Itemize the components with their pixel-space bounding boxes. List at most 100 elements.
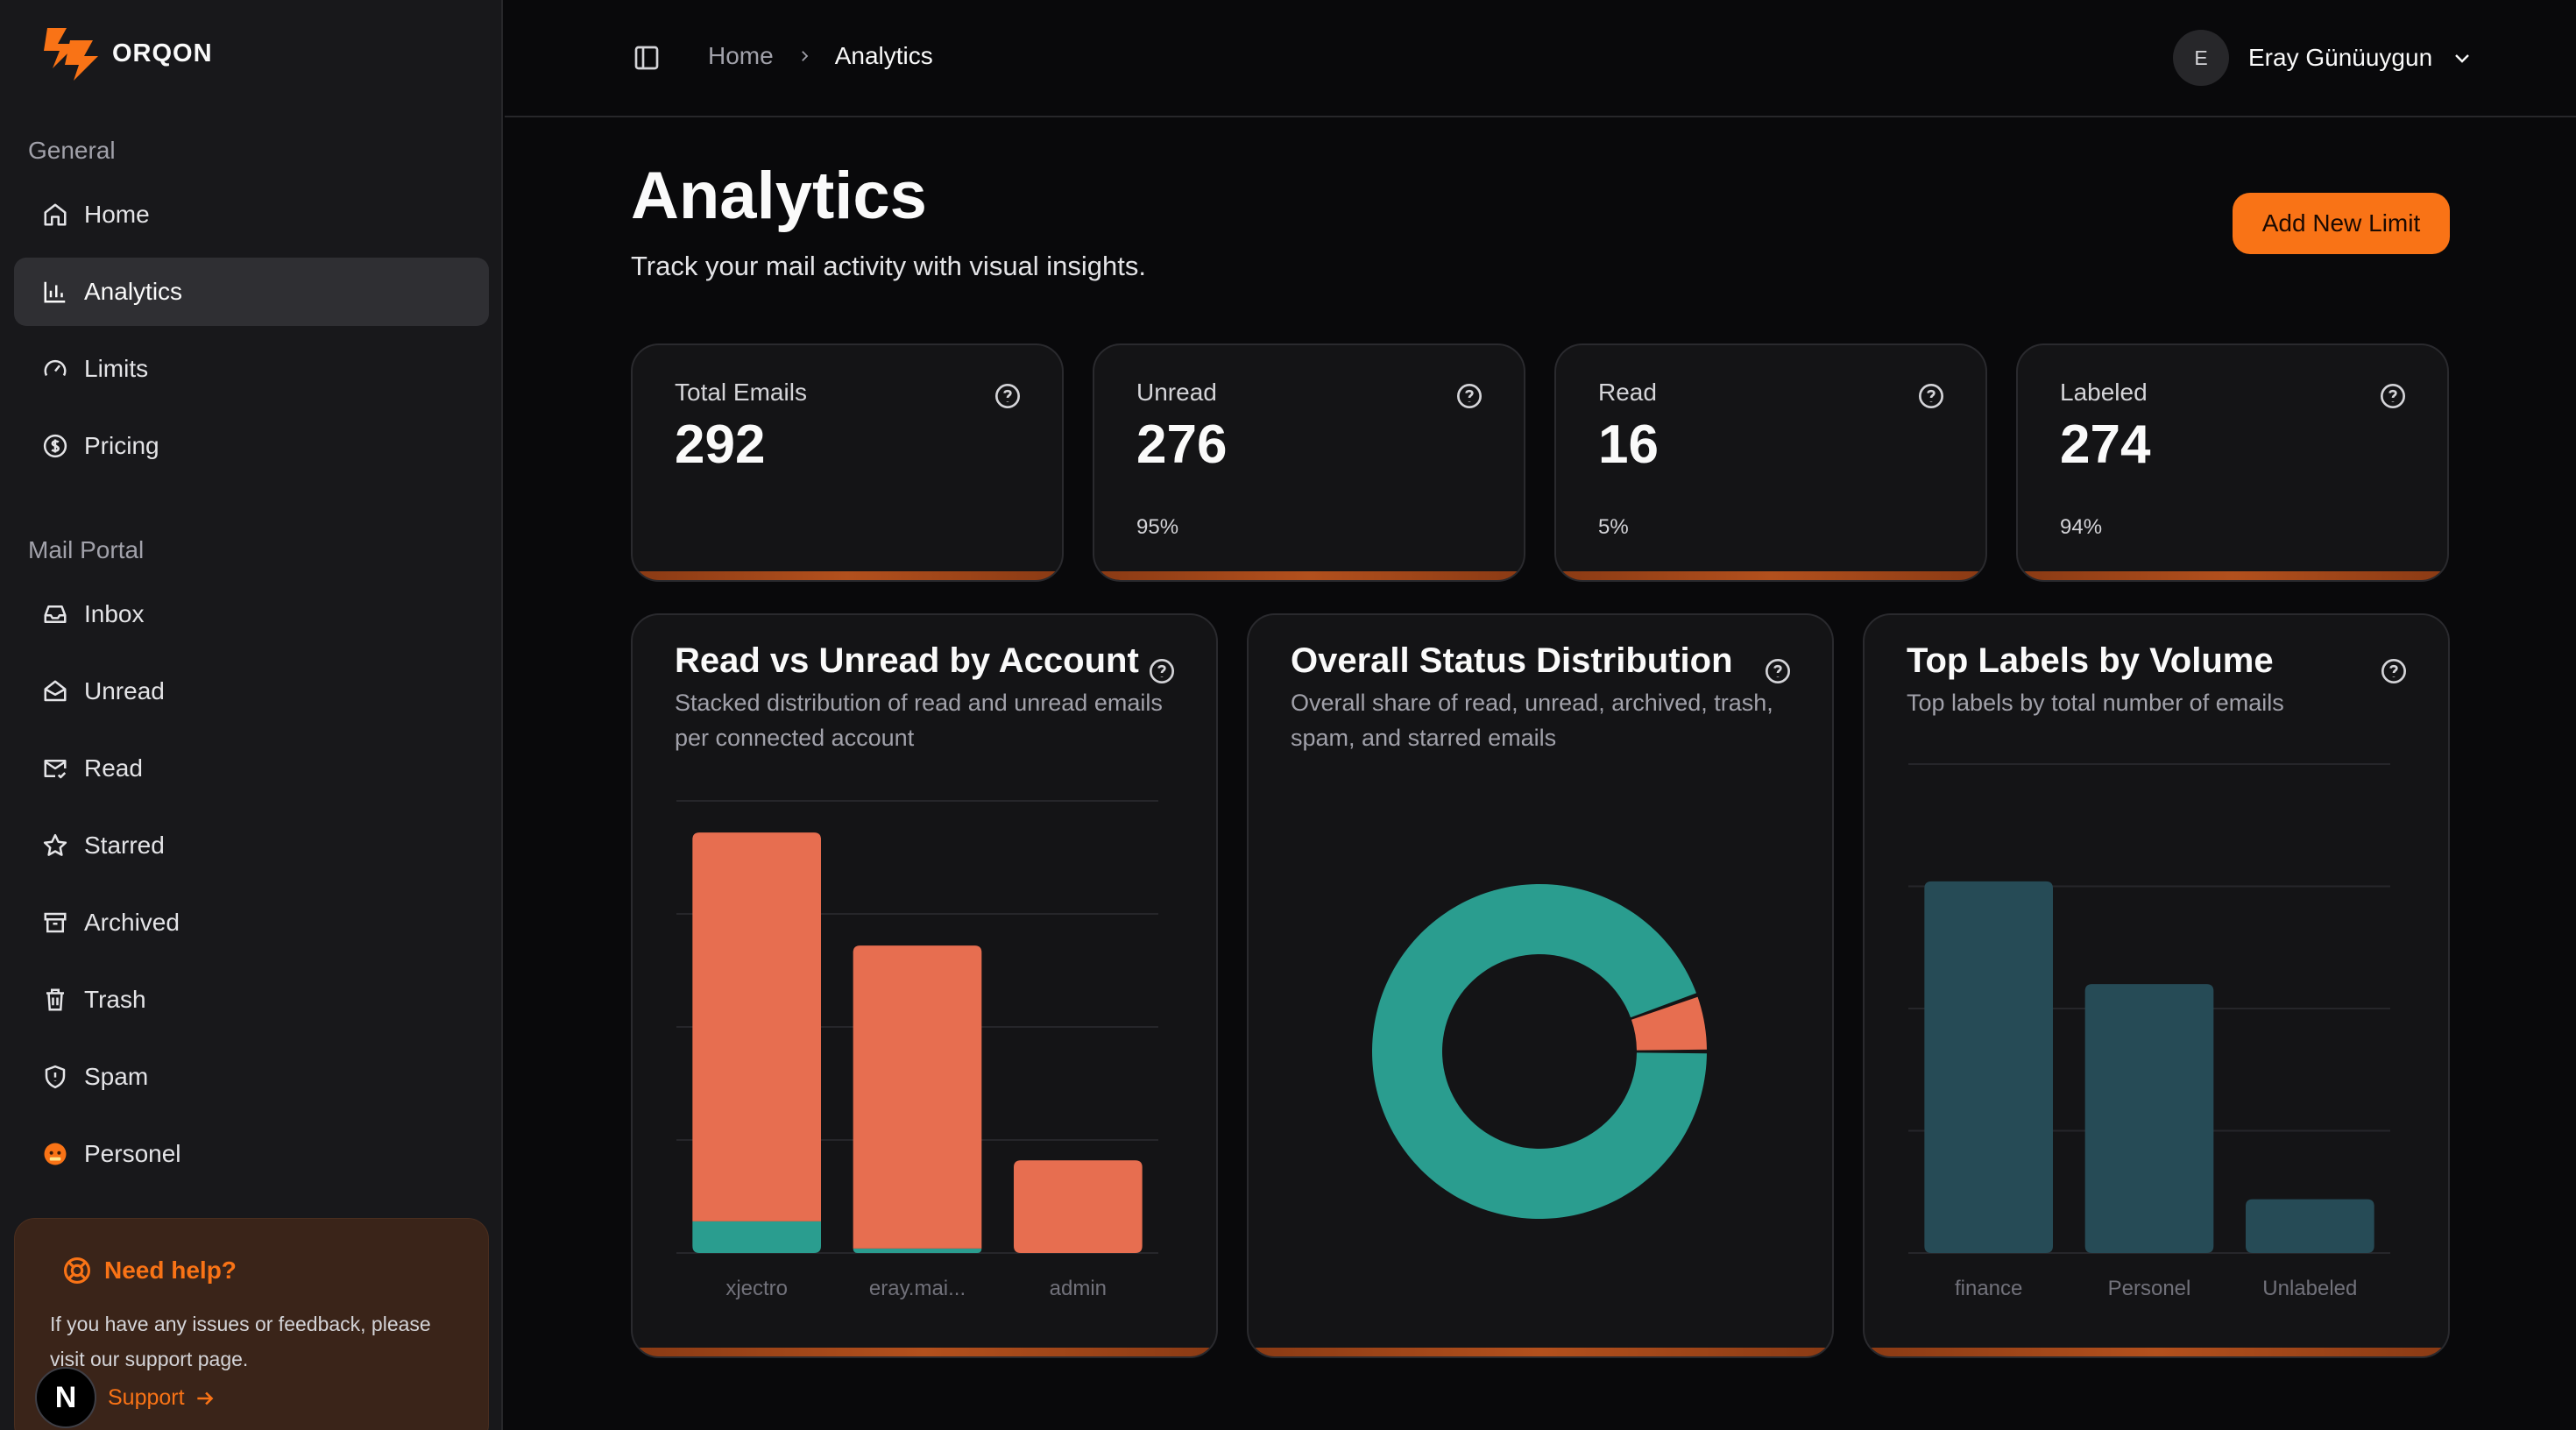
sidebar-item-personel[interactable]: Personel <box>14 1120 489 1188</box>
stat-card-unread: Unread 276 95% <box>1093 343 1525 582</box>
help-title-text: Need help? <box>104 1257 237 1284</box>
stat-card-labeled: Labeled 274 94% <box>2016 343 2449 582</box>
help-circle-icon[interactable] <box>2379 382 2407 410</box>
stat-value: 292 <box>675 414 766 475</box>
bar-xjectro-seg1[interactable] <box>692 832 821 1221</box>
chart-description: Overall share of read, unread, archived,… <box>1291 690 1773 751</box>
stat-value: 16 <box>1598 414 1659 475</box>
bar-eraymai-seg1[interactable] <box>853 945 982 1249</box>
user-menu[interactable]: E Eray Günüuygun <box>2173 30 2473 86</box>
stat-label: Unread <box>1136 379 1217 406</box>
sidebar-item-analytics[interactable]: Analytics <box>14 258 489 326</box>
x-tick-label: admin <box>1050 1277 1107 1300</box>
page-subtitle: Track your mail activity with visual ins… <box>631 251 1147 281</box>
mail-open-icon <box>44 680 67 702</box>
help-circle-icon[interactable] <box>1148 657 1176 685</box>
add-new-limit-button[interactable]: Add New Limit <box>2233 193 2450 254</box>
sidebar-item-spam[interactable]: Spam <box>14 1043 489 1111</box>
bar-eraymai-seg0[interactable] <box>853 1248 982 1253</box>
donut-slice-0[interactable] <box>1372 884 1707 1219</box>
trash-icon <box>46 988 64 1011</box>
sidebar-item-home[interactable]: Home <box>14 181 489 249</box>
x-tick-label: Unlabeled <box>2262 1277 2357 1300</box>
bar-unlabeled-seg0[interactable] <box>2246 1199 2374 1253</box>
mail-check-icon <box>44 760 67 779</box>
stat-percent: 94% <box>2060 515 2103 539</box>
section-label-general: General <box>28 137 116 164</box>
sidebar-item-trash[interactable]: Trash <box>14 966 489 1034</box>
dollar-circle-icon <box>43 434 67 458</box>
sidebar-item-label: Home <box>84 201 150 228</box>
x-tick-label: xjectro <box>725 1277 788 1300</box>
help-circle-icon[interactable] <box>994 382 1022 410</box>
sidebar-item-limits[interactable]: Limits <box>14 335 489 403</box>
section-label-mail-portal: Mail Portal <box>28 536 145 563</box>
stacked-bar-chart: xjectro eray.mai... admin <box>676 800 1158 1300</box>
user-name: Eray Günüuygun <box>2248 44 2433 71</box>
sidebar-item-starred[interactable]: Starred <box>14 811 489 880</box>
bar-finance-seg0[interactable] <box>1924 881 2053 1253</box>
sidebar-item-read[interactable]: Read <box>14 734 489 803</box>
bar-chart-icon <box>44 281 66 303</box>
stat-percent: 95% <box>1136 515 1179 539</box>
avatar: E <box>2173 30 2229 86</box>
x-tick-label: Personel <box>2108 1277 2191 1300</box>
sidebar-item-label: Inbox <box>84 600 145 627</box>
help-title: Need help? <box>62 1256 237 1285</box>
bar-admin-seg1[interactable] <box>1014 1160 1143 1253</box>
stat-label: Read <box>1598 379 1657 406</box>
bar-chart: finance Personel Unlabeled <box>1908 763 2390 1300</box>
gauge-icon <box>44 359 67 377</box>
stat-label: Total Emails <box>675 379 807 406</box>
chevron-right-icon <box>801 51 808 61</box>
dev-badge[interactable]: N <box>35 1367 96 1428</box>
breadcrumb-home[interactable]: Home <box>708 42 774 69</box>
chart-card-status-distribution: Overall Status Distribution Overall shar… <box>1247 613 1834 1358</box>
stat-value: 276 <box>1136 414 1228 475</box>
breadcrumb: Home Analytics <box>708 42 933 70</box>
help-circle-icon[interactable] <box>1455 382 1483 410</box>
help-circle-icon[interactable] <box>2380 657 2408 685</box>
sidebar-item-label: Archived <box>84 909 180 936</box>
sidebar: ORQON General Home Analytics Limits Pric… <box>0 0 503 1430</box>
stat-card-total-emails: Total Emails 292 <box>631 343 1064 582</box>
sidebar-toggle-icon[interactable] <box>633 44 661 72</box>
stat-value: 274 <box>2060 414 2151 475</box>
brand-logo[interactable]: ORQON <box>40 25 213 82</box>
bar-xjectro-seg0[interactable] <box>692 1221 821 1253</box>
help-circle-icon[interactable] <box>1917 382 1945 410</box>
donut-slice-1[interactable] <box>1631 996 1707 1051</box>
chart-description: Stacked distribution of read and unread … <box>675 690 1163 751</box>
sidebar-item-label: Personel <box>84 1140 181 1167</box>
sidebar-item-label: Pricing <box>84 432 159 459</box>
help-text: If you have any issues or feedback, plea… <box>50 1313 431 1370</box>
sidebar-item-label: Starred <box>84 832 165 859</box>
help-circle-icon[interactable] <box>1764 657 1792 685</box>
donut-chart <box>1372 884 1707 1219</box>
breadcrumb-current: Analytics <box>834 42 933 69</box>
sidebar-item-label: Limits <box>84 355 149 382</box>
chevron-down-icon <box>2455 54 2469 63</box>
sidebar-item-unread[interactable]: Unread <box>14 657 489 726</box>
support-link[interactable]: Support <box>108 1385 216 1411</box>
sidebar-item-label: Spam <box>84 1063 149 1090</box>
home-icon <box>44 203 67 226</box>
sidebar-item-inbox[interactable]: Inbox <box>14 580 489 648</box>
brand-name: ORQON <box>112 39 213 67</box>
shield-icon <box>45 1065 66 1089</box>
orqon-logo-icon <box>44 28 98 81</box>
sidebar-item-label: Unread <box>84 677 165 704</box>
sidebar-item-pricing[interactable]: Pricing <box>14 412 489 480</box>
sidebar-item-archived[interactable]: Archived <box>14 888 489 957</box>
stat-label: Labeled <box>2060 379 2148 406</box>
chart-title: Overall Status Distribution <box>1291 641 1733 680</box>
inbox-icon <box>44 605 67 623</box>
chart-title: Read vs Unread by Account <box>675 641 1139 680</box>
lifebuoy-icon <box>63 1257 91 1285</box>
chart-card-read-vs-unread: Read vs Unread by Account Stacked distri… <box>631 613 1218 1358</box>
support-link-label: Support <box>108 1385 185 1410</box>
sidebar-item-label: Analytics <box>84 278 183 305</box>
bar-personel-seg0[interactable] <box>2084 984 2214 1253</box>
chart-description: Top labels by total number of emails <box>1907 690 2284 716</box>
chart-title: Top Labels by Volume <box>1907 641 2274 680</box>
